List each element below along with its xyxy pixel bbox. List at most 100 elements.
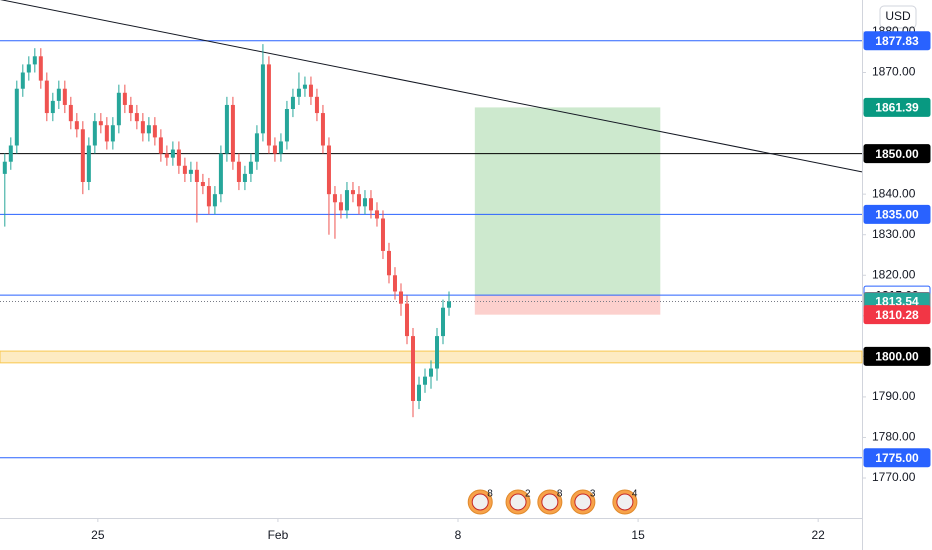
- candle-body: [104, 125, 109, 142]
- candle-body: [332, 194, 337, 203]
- event-flag: [471, 493, 489, 511]
- candle-body: [134, 113, 139, 122]
- candle-body: [398, 291, 403, 304]
- y-tick-label: 1840.00: [872, 186, 916, 200]
- candle-body: [260, 64, 265, 134]
- candle-body: [158, 137, 163, 154]
- candle-body: [194, 169, 199, 182]
- candle-body: [242, 173, 247, 182]
- candle-body: [200, 181, 205, 187]
- candle-body: [224, 104, 229, 154]
- candle-body: [50, 100, 55, 114]
- trendline: [0, 0, 863, 173]
- candle-body: [164, 153, 169, 158]
- candle-body: [236, 161, 241, 182]
- profit-zone: [474, 107, 661, 296]
- candle-body: [92, 121, 97, 146]
- y-tick-label: 1870.00: [872, 65, 916, 79]
- price-label-box: [863, 204, 931, 224]
- price-label-box: [863, 97, 931, 117]
- candle-body: [146, 125, 151, 134]
- candle-body: [230, 104, 235, 162]
- candle-body: [248, 161, 253, 174]
- price-label-box: [863, 448, 931, 468]
- candle-body: [320, 113, 325, 146]
- candle-body: [308, 84, 313, 97]
- currency[interactable]: USD: [885, 9, 911, 23]
- candle-body: [278, 141, 283, 154]
- candle-body: [356, 194, 361, 207]
- candle-body: [380, 218, 385, 251]
- candle-body: [284, 109, 289, 142]
- candle-body: [344, 190, 349, 211]
- price-label: 1775.00: [875, 451, 919, 465]
- candle-body: [62, 88, 67, 105]
- x-tick-label: 8: [455, 528, 462, 542]
- y-tick-label: 1770.00: [872, 470, 916, 484]
- event-flag: [541, 493, 559, 511]
- y-tick-label: 1780.00: [872, 430, 916, 444]
- y-tick-label: 1830.00: [872, 227, 916, 241]
- candle-body: [14, 88, 19, 146]
- candle-body: [26, 64, 31, 73]
- candle-body: [410, 336, 415, 401]
- candle-body: [404, 303, 409, 337]
- candle-body: [218, 153, 223, 195]
- price-label: 1800.00: [875, 350, 919, 364]
- loss-zone: [474, 295, 661, 315]
- candle-body: [38, 56, 43, 81]
- event-label: 8: [557, 489, 563, 500]
- candle-body: [368, 198, 373, 211]
- candle-body: [176, 149, 181, 166]
- candle-body: [20, 72, 25, 89]
- x-tick-label: 15: [631, 528, 645, 542]
- event-flag: [616, 493, 634, 511]
- y-tick-label: 1790.00: [872, 389, 916, 403]
- candle-body: [386, 250, 391, 276]
- candle-body: [152, 125, 157, 138]
- candle-body: [338, 202, 343, 211]
- candle-body: [122, 92, 127, 105]
- x-tick-label: 22: [812, 528, 826, 542]
- candle-body: [416, 384, 421, 401]
- candle-body: [350, 190, 355, 195]
- candle-body: [374, 210, 379, 219]
- candle-body: [272, 145, 277, 154]
- candle-body: [68, 104, 73, 122]
- x-tick-label: 25: [91, 528, 105, 542]
- candle-body: [86, 145, 91, 182]
- candle-body: [140, 121, 145, 134]
- event-label: 3: [590, 489, 596, 500]
- candle-body: [98, 121, 103, 126]
- candle-body: [254, 133, 259, 162]
- price-label-box: [863, 31, 931, 51]
- candle-body: [80, 129, 85, 182]
- price-label: 1877.83: [875, 34, 919, 48]
- candle-body: [302, 84, 307, 89]
- price-label: 1861.39: [875, 101, 919, 115]
- candle-body: [441, 307, 446, 337]
- y-tick-label: 1820.00: [872, 267, 916, 281]
- candle-body: [206, 186, 211, 207]
- candle-body: [2, 161, 7, 174]
- candle-body: [435, 336, 440, 369]
- candle-body: [44, 80, 49, 114]
- candle-body: [392, 275, 397, 292]
- candle-body: [266, 64, 271, 146]
- event-label: 4: [632, 489, 638, 500]
- candle-body: [429, 368, 433, 377]
- price-label-box: [863, 346, 931, 366]
- candle-body: [128, 104, 133, 114]
- candle-body: [110, 125, 115, 142]
- candle-body: [422, 376, 427, 385]
- x-tick-label: Feb: [268, 528, 289, 542]
- candle-body: [188, 169, 193, 174]
- event-label: 8: [487, 489, 493, 500]
- candle-body: [8, 145, 13, 162]
- event-flag: [574, 493, 592, 511]
- candle-body: [362, 198, 367, 207]
- candle-body: [296, 88, 301, 97]
- currency-box[interactable]: [879, 5, 917, 29]
